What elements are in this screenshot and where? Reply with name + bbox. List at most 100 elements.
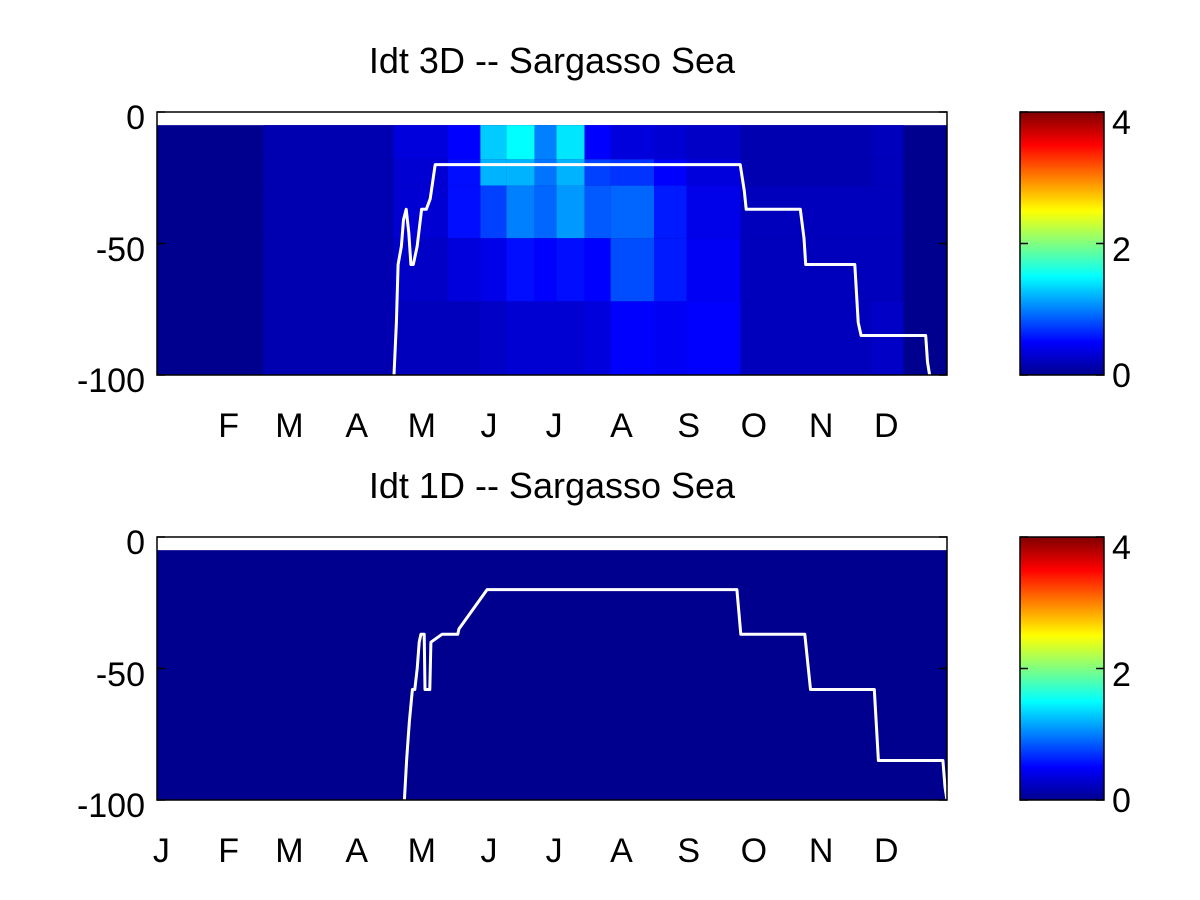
x-tick-label: J [153, 832, 170, 870]
x-tick-label: A [345, 832, 368, 870]
y-tick-label: -100 [77, 362, 145, 400]
heatmap-cell [610, 125, 655, 160]
heatmap-cell [393, 238, 448, 302]
x-tick-label: O [741, 407, 767, 445]
y-axis-bottom: 0 -50 -100 [77, 524, 947, 825]
x-tick-label: N [809, 832, 834, 870]
heatmap-cell [610, 238, 655, 302]
heatmap-cell [480, 238, 507, 302]
heatmap-cell [556, 238, 585, 302]
mixed-layer-line-bottom [402, 588, 949, 801]
x-tick-label: J [481, 832, 498, 870]
colorbar-ticks-bottom [1020, 536, 1104, 801]
heatmap-cell [871, 238, 904, 302]
heatmap-cell [534, 125, 557, 160]
y-tick-label: -50 [96, 656, 145, 694]
x-tick-label: N [809, 407, 834, 445]
heatmap-cell [556, 125, 585, 160]
heatmap-cell [447, 185, 481, 239]
heatmap-cell [447, 301, 481, 375]
heatmap-cell [871, 185, 904, 239]
colorbar-tick-label: 0 [1112, 782, 1131, 820]
heatmap-cell [447, 125, 481, 160]
heatmap-cell [584, 301, 611, 375]
heatmap-cell [584, 185, 611, 239]
heatmap-cell [480, 185, 507, 239]
x-tick-label: A [345, 407, 368, 445]
heatmap-cell [871, 125, 904, 160]
heatmap-cell [534, 301, 557, 375]
heatmap-cell [654, 238, 687, 302]
heatmap-cell [740, 185, 872, 239]
chart-title-bottom: Idt 1D -- Sargasso Sea [369, 465, 736, 506]
colorbar-top: 0 2 4 [1019, 104, 1131, 395]
x-tick-label: F [218, 832, 239, 870]
x-tick-label: J [546, 832, 563, 870]
heatmap-cell [506, 185, 535, 239]
heatmap-cell [480, 301, 507, 375]
heatmap-cell [263, 301, 394, 375]
y-tick-label: 0 [126, 524, 145, 562]
heatmap-cell [610, 301, 655, 375]
heatmap-cell [654, 125, 687, 160]
heatmap-cell [686, 125, 741, 160]
colorbar-tick-label: 4 [1112, 529, 1131, 567]
heatmap-cell [740, 301, 872, 375]
colorbar-gradient-bottom [1020, 537, 1104, 800]
heatmap-cells-top [263, 125, 904, 375]
heatmap-cell [263, 238, 394, 302]
heatmap-cell [654, 185, 687, 239]
heatmap-cell [556, 301, 585, 375]
heatmap-cell [556, 185, 585, 239]
x-tick-label: O [741, 832, 767, 870]
plot-area-bottom [156, 536, 949, 801]
colorbar-tick-label: 2 [1112, 656, 1131, 694]
heatmap-cell [534, 238, 557, 302]
heatmap-cell [686, 185, 741, 239]
heatmap-cell [534, 185, 557, 239]
heatmap-cell [263, 159, 394, 186]
heatmap-cell [506, 238, 535, 302]
heatmap-cell [506, 301, 535, 375]
heatmap-cell [263, 125, 394, 160]
heatmap-cell [740, 125, 872, 160]
heatmap-cell [584, 125, 611, 160]
mixed-layer-line-top [392, 163, 932, 376]
x-tick-label: J [481, 407, 498, 445]
heatmap-cell [686, 301, 741, 375]
x-tick-label: M [408, 407, 436, 445]
heatmap-cell [584, 238, 611, 302]
x-tick-label: M [275, 407, 303, 445]
plot-area-top [156, 111, 948, 376]
y-tick-label: 0 [126, 99, 145, 137]
y-axis-top: 0 -50 -100 [77, 99, 947, 400]
heatmap-cell [740, 159, 872, 186]
heatmap-cell [263, 185, 394, 239]
heatmap-cell [480, 125, 507, 160]
x-tick-label: S [677, 832, 700, 870]
heatmap-base-bottom [157, 550, 947, 800]
x-tick-label: J [546, 407, 563, 445]
heatmap-cell [871, 159, 904, 186]
colorbar-ticks-top [1020, 111, 1104, 376]
colorbar-tick-label: 2 [1112, 231, 1131, 269]
heatmap-cell [506, 125, 535, 160]
heatmap-cell [871, 301, 904, 375]
x-tick-label: M [408, 832, 436, 870]
y-tick-label: -100 [77, 787, 145, 825]
x-tick-label: M [275, 832, 303, 870]
y-tick-label: -50 [96, 231, 145, 269]
chart-title-top: Idt 3D -- Sargasso Sea [369, 40, 736, 81]
heatmap-cell [393, 301, 448, 375]
heatmap-cell [654, 301, 687, 375]
x-tick-label: D [874, 832, 899, 870]
heatmap-cell [447, 238, 481, 302]
x-tick-label: A [610, 832, 633, 870]
colorbar-tick-label: 4 [1112, 104, 1131, 142]
colorbar-bottom: 0 2 4 [1019, 529, 1131, 820]
